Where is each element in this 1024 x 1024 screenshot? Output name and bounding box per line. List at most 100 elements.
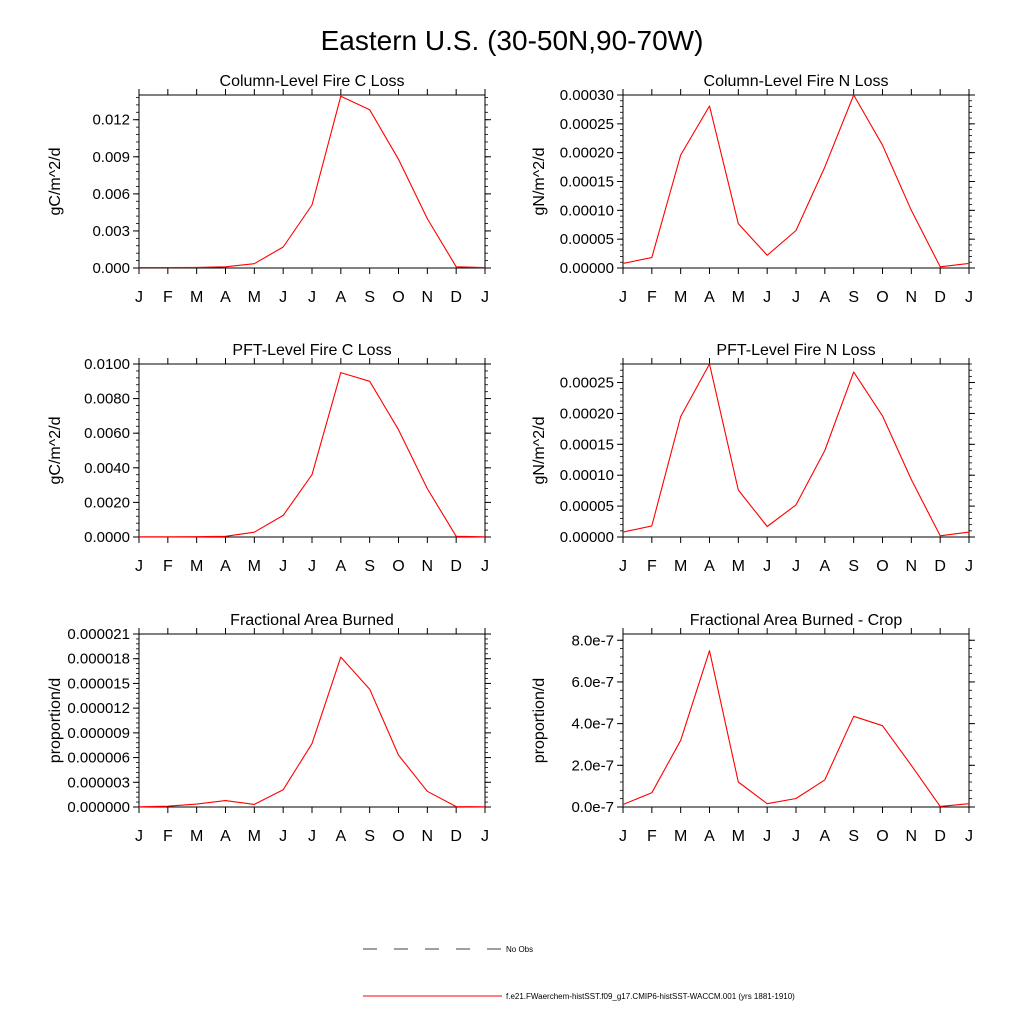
x-tick-label: A [704, 558, 715, 575]
x-tick-label: S [848, 828, 859, 845]
x-tick-label: O [392, 558, 404, 575]
y-tick-label: 0.000021 [67, 626, 130, 643]
y-axis-label: proportion/d [531, 678, 548, 763]
x-tick-label: A [220, 828, 231, 845]
y-axis-label: proportion/d [47, 678, 64, 763]
y-tick-label: 0.000012 [67, 700, 130, 717]
x-tick-label: D [450, 558, 462, 575]
x-tick-label: D [934, 828, 946, 845]
x-tick-label: M [190, 828, 203, 845]
chart-panel-3: PFT-Level Fire C Loss gC/m^2/d 0.0000 0.002… [47, 342, 491, 575]
x-tick-label: J [308, 289, 316, 306]
y-tick-label: 0.000009 [67, 725, 130, 742]
x-tick-label: M [732, 828, 745, 845]
x-tick-label: S [848, 558, 859, 575]
x-tick-label: N [906, 558, 918, 575]
figure-title: Eastern U.S. (30-50N,90-70W) [321, 25, 704, 56]
y-axis-label: gN/m^2/d [531, 148, 548, 216]
x-tick-label: A [819, 828, 830, 845]
x-tick-label: M [674, 289, 687, 306]
y-tick-label: 0.0000 [84, 529, 130, 546]
x-tick-label: J [763, 828, 771, 845]
chart-panel-5: Fractional Area Burnedproportion/d0.0000… [47, 612, 491, 845]
x-tick-label: J [965, 289, 973, 306]
y-tick-label: 0.009 [92, 149, 130, 166]
x-tick-label: A [704, 289, 715, 306]
y-tick-label: 0.003 [92, 223, 130, 240]
x-tick-label: N [906, 828, 918, 845]
y-tick-label: 0.00005 [560, 231, 614, 248]
x-tick-label: O [876, 828, 888, 845]
x-tick-label: A [335, 289, 346, 306]
x-tick-label: J [481, 558, 489, 575]
x-tick-label: M [190, 289, 203, 306]
x-tick-label: J [308, 558, 316, 575]
x-tick-label: J [135, 558, 143, 575]
x-tick-label: J [308, 828, 316, 845]
y-tick-label: 0.000 [92, 260, 130, 277]
x-tick-label: O [392, 828, 404, 845]
x-tick-label: S [364, 289, 375, 306]
y-tick-label: 0.00025 [560, 116, 614, 133]
chart-title: Column-Level Fire C Loss [220, 73, 405, 90]
x-tick-label: O [876, 289, 888, 306]
x-tick-label: N [422, 289, 434, 306]
y-tick-label: 0.00020 [560, 405, 614, 422]
chart-panel-4: PFT-Level Fire N Loss gN/m^2/d 0.00000 0.00… [531, 342, 975, 575]
x-tick-label: J [763, 558, 771, 575]
y-axis-label: gC/m^2/d [47, 417, 64, 485]
x-tick-label: J [965, 558, 973, 575]
y-tick-label: 0.00010 [560, 467, 614, 484]
x-tick-label: D [450, 828, 462, 845]
y-tick-label: 2.0e-7 [571, 757, 614, 774]
x-tick-label: O [876, 558, 888, 575]
x-tick-label: J [481, 828, 489, 845]
x-tick-label: O [392, 289, 404, 306]
x-tick-label: F [647, 558, 657, 575]
x-tick-label: N [906, 289, 918, 306]
y-tick-label: 6.0e-7 [571, 674, 614, 691]
series-line [138, 656, 486, 808]
x-tick-label: A [335, 558, 346, 575]
y-tick-label: 0.000015 [67, 675, 130, 692]
x-tick-label: S [848, 289, 859, 306]
x-tick-label: J [279, 558, 287, 575]
x-tick-label: N [422, 558, 434, 575]
y-tick-label: 0.0020 [84, 494, 130, 511]
y-tick-label: 0.00020 [560, 145, 614, 162]
x-tick-label: A [220, 558, 231, 575]
y-tick-label: 0.00010 [560, 202, 614, 219]
y-tick-label: 0.00015 [560, 174, 614, 191]
x-tick-label: S [364, 828, 375, 845]
y-tick-label: 0.0e-7 [571, 799, 614, 816]
x-tick-label: D [934, 558, 946, 575]
x-tick-label: F [647, 828, 657, 845]
x-tick-label: N [422, 828, 434, 845]
x-tick-label: J [619, 289, 627, 306]
x-tick-label: F [163, 289, 173, 306]
y-tick-label: 0.00030 [560, 87, 614, 104]
x-tick-label: A [220, 289, 231, 306]
y-tick-label: 4.0e-7 [571, 716, 614, 733]
y-tick-label: 0.000006 [67, 750, 130, 767]
x-tick-label: F [647, 289, 657, 306]
y-tick-label: 0.0060 [84, 425, 130, 442]
x-tick-label: J [763, 289, 771, 306]
plot-frame [622, 94, 970, 269]
y-tick-label: 0.000003 [67, 774, 130, 791]
x-tick-label: M [674, 558, 687, 575]
y-tick-label: 0.00000 [560, 260, 614, 277]
x-tick-label: J [965, 828, 973, 845]
y-axis-label: gC/m^2/d [47, 148, 64, 216]
y-tick-label: 0.00005 [560, 498, 614, 515]
x-tick-label: J [792, 289, 800, 306]
plot-frame [138, 633, 486, 808]
x-tick-label: A [819, 289, 830, 306]
y-tick-label: 0.0040 [84, 460, 130, 477]
x-tick-label: J [135, 289, 143, 306]
y-tick-label: 0.00015 [560, 436, 614, 453]
x-tick-label: J [619, 558, 627, 575]
x-tick-label: M [674, 828, 687, 845]
x-tick-label: J [792, 828, 800, 845]
